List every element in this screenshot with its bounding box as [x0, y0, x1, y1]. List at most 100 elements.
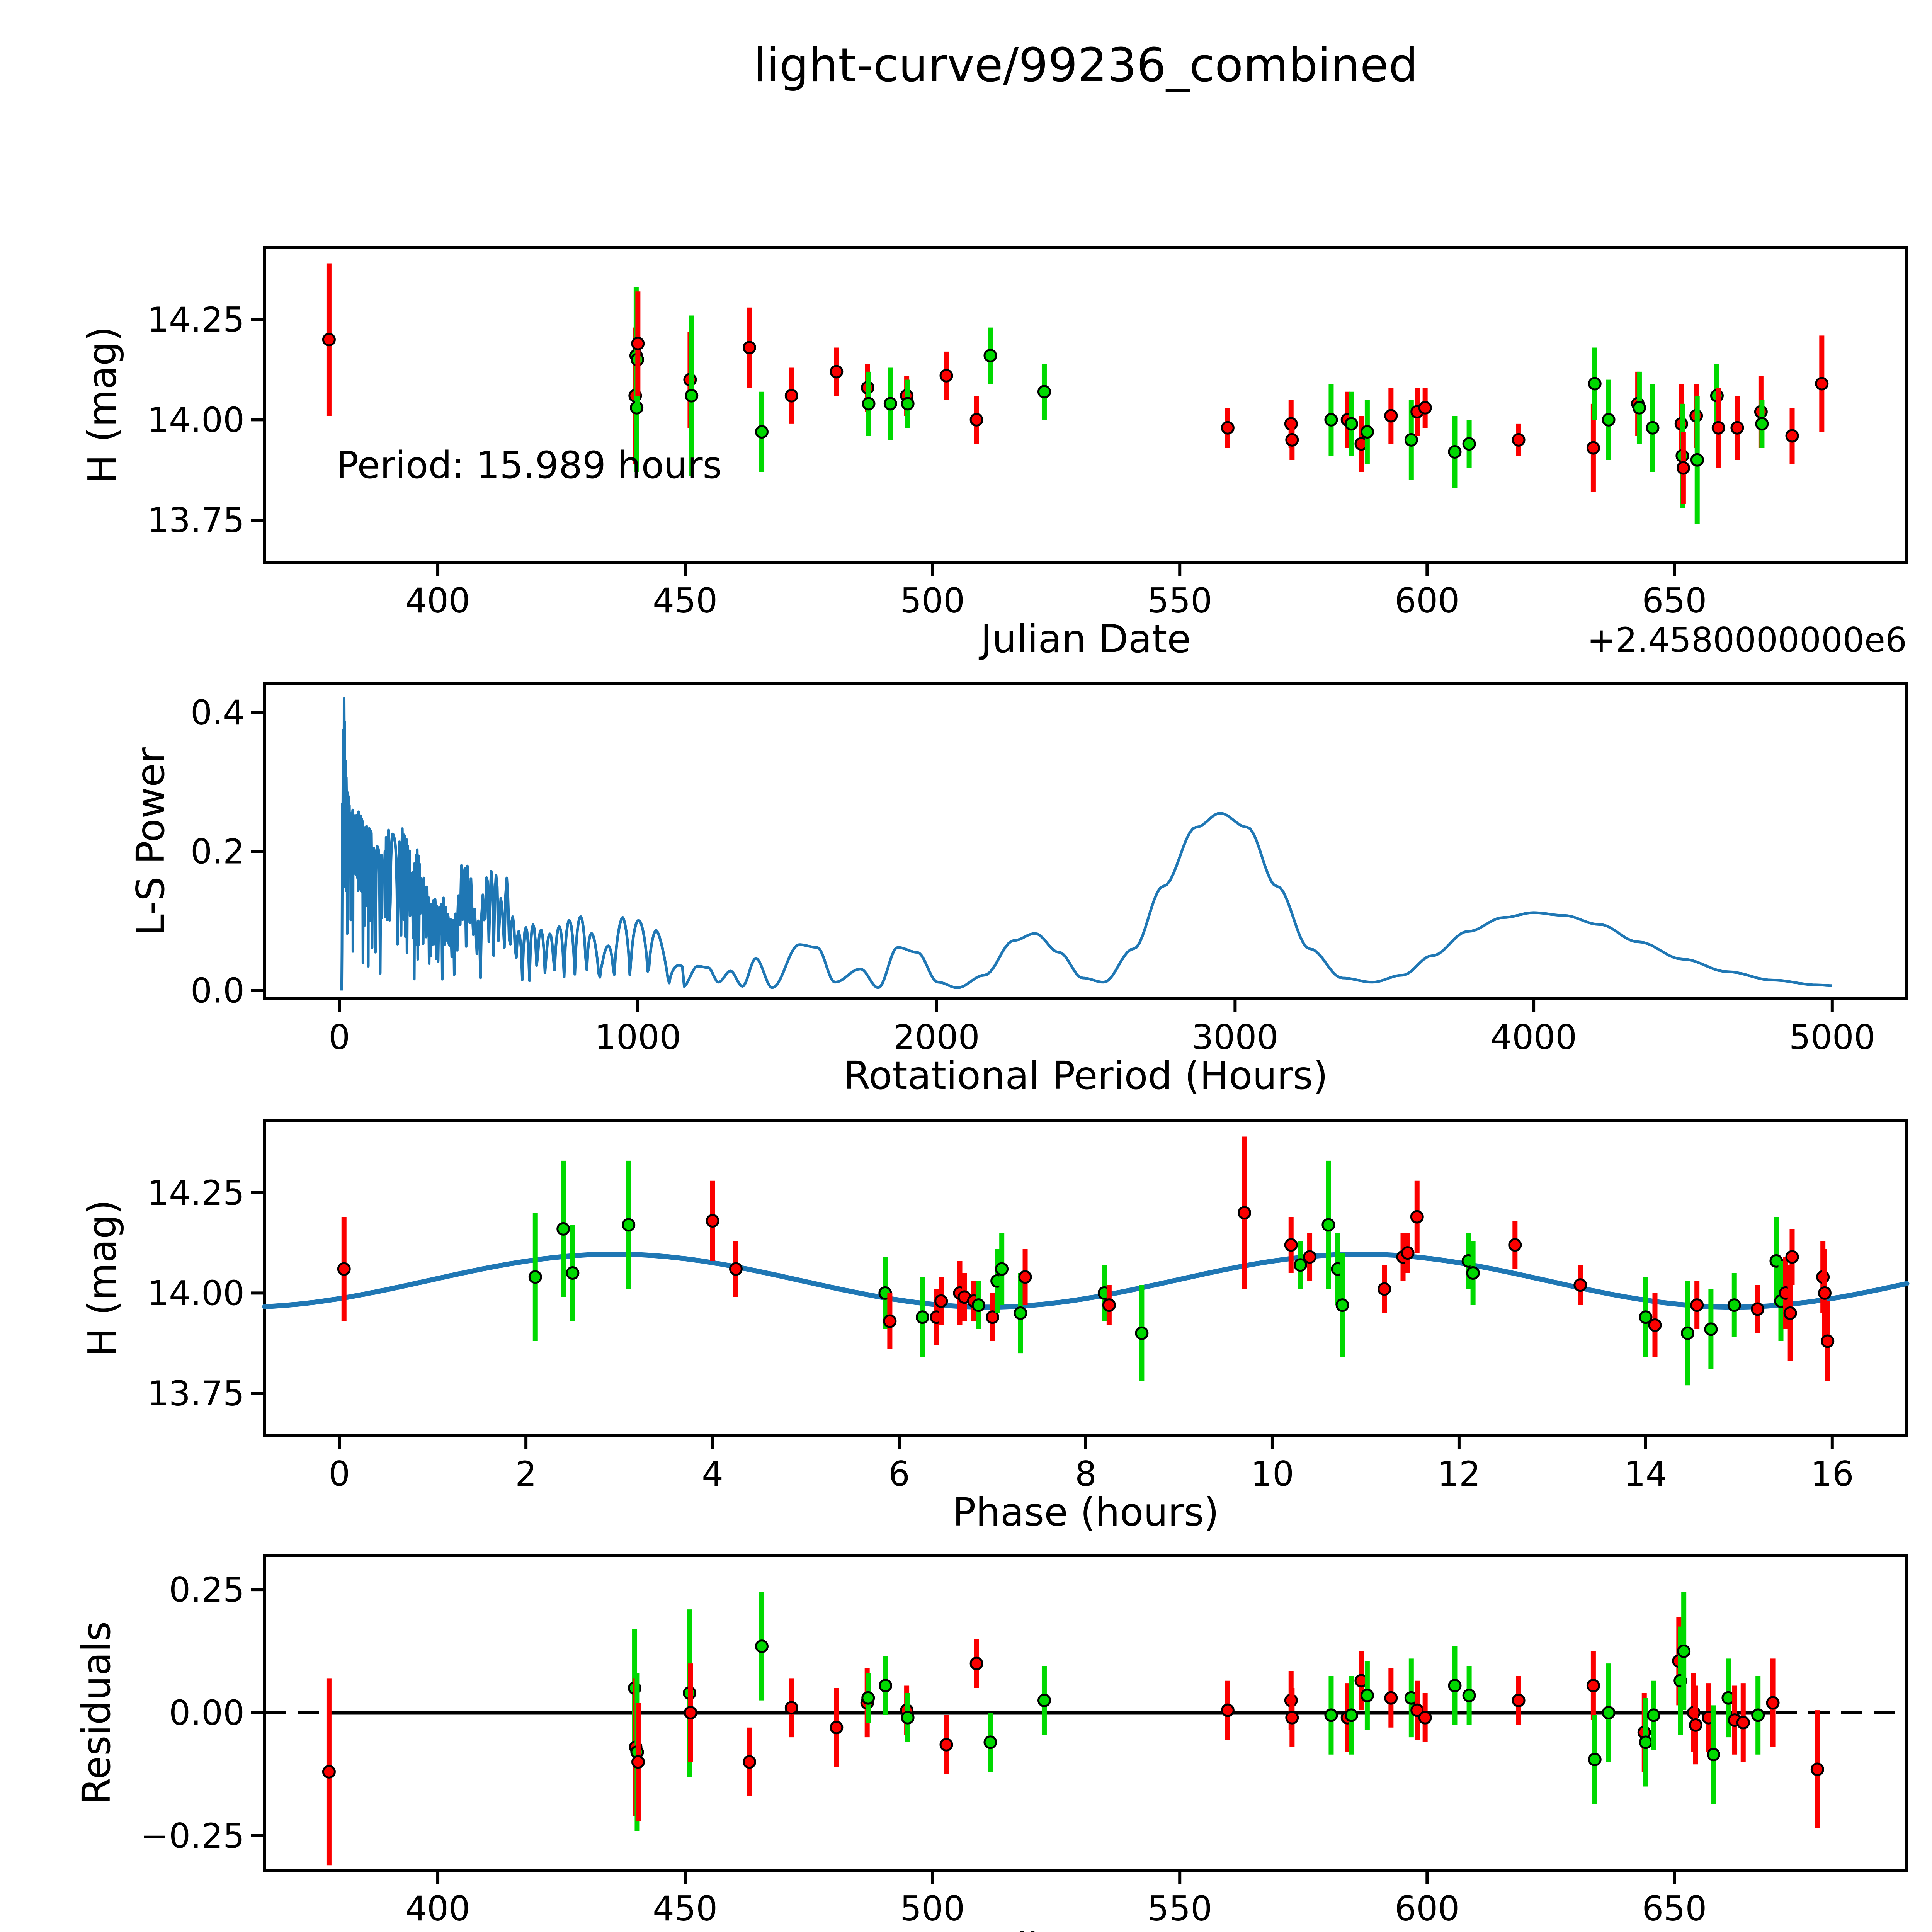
data-point [1384, 409, 1398, 423]
data-point [1014, 1306, 1027, 1320]
x-tick-label: 14 [1624, 1454, 1667, 1494]
data-point [983, 1735, 997, 1749]
ylabel-ls-power: L-S Power [128, 747, 173, 936]
x-tick-label: 550 [1147, 1889, 1212, 1929]
y-tick-label: 0.2 [190, 832, 245, 872]
data-point [566, 1266, 580, 1280]
data-point [743, 341, 757, 355]
data-point [784, 1701, 798, 1715]
data-point [631, 1755, 645, 1769]
data-point [1810, 1762, 1824, 1776]
data-point [631, 337, 645, 350]
data-point [1448, 445, 1462, 459]
x-tick-label: 3000 [1192, 1017, 1278, 1057]
data-point [337, 1262, 351, 1276]
data-point [883, 1314, 897, 1328]
x-tick-label: 500 [900, 1889, 965, 1929]
data-point [1360, 1689, 1374, 1702]
data-point [934, 1294, 948, 1308]
xlabel-rotational-period: Rotational Period (Hours) [844, 1053, 1328, 1098]
x-tick-label: 450 [653, 581, 718, 621]
data-point [1648, 1318, 1662, 1332]
data-point [1418, 1711, 1432, 1725]
ylabel-h-mag-phased: H (mag) [80, 1199, 125, 1357]
data-point [1135, 1326, 1149, 1340]
sinusoid-fit-line [262, 1252, 1910, 1310]
data-point [1690, 453, 1704, 467]
x-tick-label: 0 [328, 1017, 350, 1057]
axes-frame [263, 682, 1908, 1000]
data-point [862, 397, 876, 411]
x-tick-label: 450 [653, 1889, 718, 1929]
data-point [1730, 421, 1744, 435]
x-tick-label: 12 [1437, 1454, 1481, 1494]
data-point [1037, 1694, 1051, 1708]
data-point [755, 1639, 769, 1653]
data-point [1512, 1694, 1526, 1708]
data-point [1647, 1708, 1661, 1722]
data-point [1690, 1298, 1704, 1312]
data-point [1676, 461, 1690, 475]
data-point [1102, 1298, 1116, 1312]
data-point [1586, 1679, 1600, 1692]
data-point [1324, 413, 1338, 427]
data-point [706, 1214, 719, 1228]
data-point [1462, 1689, 1476, 1702]
y-tick-label: 0.00 [169, 1693, 245, 1733]
data-point [1639, 1310, 1653, 1324]
data-point [622, 1218, 636, 1232]
data-point [1384, 1691, 1398, 1705]
y-tick-label: 0.25 [169, 1570, 245, 1610]
data-point [1410, 1210, 1424, 1224]
data-point [971, 1298, 985, 1312]
data-point [1285, 433, 1299, 447]
data-point [1711, 421, 1725, 435]
axes-frame [263, 1119, 1908, 1437]
x-tick-label: 400 [405, 1889, 470, 1929]
ylabel-residuals: Residuals [74, 1621, 119, 1805]
y-tick-label: 14.00 [147, 1273, 245, 1313]
data-point [1221, 421, 1235, 435]
data-point [1681, 1326, 1695, 1340]
data-point [1303, 1250, 1317, 1264]
data-point [1588, 1752, 1602, 1766]
data-point [685, 389, 699, 403]
x-tick-label: 650 [1642, 581, 1707, 621]
x-tick-label: 2000 [893, 1017, 980, 1057]
periodogram-line [340, 697, 1832, 991]
x-tick-label: 8 [1075, 1454, 1097, 1494]
y-tick-label: −0.25 [140, 1816, 245, 1856]
data-point [1818, 1286, 1832, 1300]
x-tick-label: 5000 [1789, 1017, 1876, 1057]
y-tick-label: 14.25 [147, 300, 245, 340]
xlabel-phase-hours: Phase (hours) [952, 1490, 1219, 1535]
data-point [1766, 1696, 1780, 1710]
data-point [1639, 1735, 1653, 1749]
ylabel-h-mag-lightcurve: H (mag) [80, 326, 125, 484]
xlabel-julian-date-top: Julian Date [981, 616, 1191, 662]
data-point [1221, 1703, 1235, 1717]
data-point [528, 1270, 542, 1284]
x-tick-label: 600 [1395, 581, 1459, 621]
data-point [743, 1755, 757, 1769]
data-point [1284, 1238, 1298, 1252]
x-tick-label: 400 [405, 581, 470, 621]
data-point [755, 425, 769, 439]
data-point [1815, 377, 1829, 391]
data-point [1285, 1711, 1299, 1725]
data-point [1755, 417, 1769, 431]
data-point [1751, 1708, 1765, 1722]
data-point [1727, 1298, 1741, 1312]
data-point [1821, 1334, 1835, 1348]
data-point [901, 1711, 915, 1725]
data-point [1573, 1278, 1587, 1292]
data-point [1404, 433, 1418, 447]
data-point [879, 1679, 893, 1692]
data-point [784, 389, 798, 403]
x-tick-label: 500 [900, 581, 965, 621]
data-point [1785, 1250, 1799, 1264]
x-tick-label: 6 [888, 1454, 910, 1494]
data-point [1689, 1718, 1702, 1732]
data-point [1602, 1706, 1616, 1719]
